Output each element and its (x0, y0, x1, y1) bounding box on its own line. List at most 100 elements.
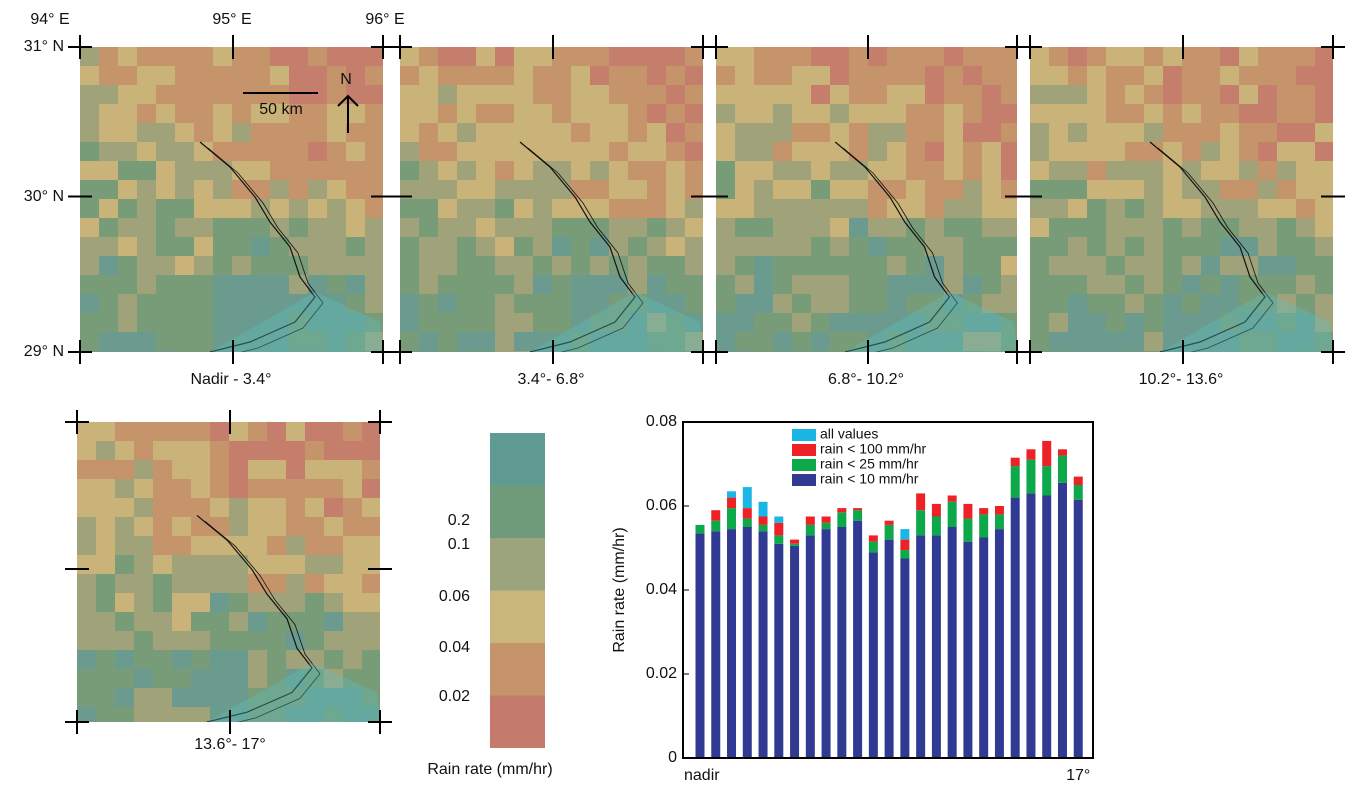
map-cell (156, 142, 175, 161)
map-cell (552, 351, 571, 352)
map-cell (925, 237, 944, 256)
map-cell (716, 275, 735, 294)
map-cell (175, 199, 194, 218)
map-cell (685, 237, 703, 256)
map-cell (1087, 332, 1106, 351)
map-cell (1239, 104, 1258, 123)
map-cell (754, 237, 773, 256)
map-cell (232, 66, 251, 85)
map-cell (628, 161, 647, 180)
y-axis-label: Rain rate (mm/hr) (611, 527, 628, 652)
map-cell (792, 123, 811, 142)
map-cell (400, 66, 419, 85)
map-cell (137, 313, 156, 332)
map-cell (213, 85, 232, 104)
map-cell (716, 313, 735, 332)
map-cell (365, 161, 383, 180)
map-cell (811, 123, 830, 142)
map-cell (267, 498, 286, 517)
map-cell (533, 237, 552, 256)
map-cell (571, 104, 590, 123)
map-cell (289, 294, 308, 313)
map-cell (191, 555, 210, 574)
map-cell (735, 66, 754, 85)
map-cell (115, 479, 134, 498)
map-cell (571, 66, 590, 85)
map-cell (609, 351, 628, 352)
map-cell (229, 536, 248, 555)
map-cell (400, 294, 419, 313)
river (834, 141, 951, 352)
map-cell (438, 332, 457, 351)
map-cell (137, 294, 156, 313)
map-cell (175, 218, 194, 237)
map-cell (213, 161, 232, 180)
map-cell (251, 332, 270, 351)
map-cell (438, 256, 457, 275)
map-cell (286, 422, 305, 441)
map-cell (552, 332, 571, 351)
map-cell (514, 47, 533, 66)
map-panel (400, 47, 703, 352)
map-cell (194, 47, 213, 66)
map-cell (754, 104, 773, 123)
map-cell (476, 199, 495, 218)
map-cell (925, 104, 944, 123)
bar-segment (695, 524, 705, 534)
map-cell (533, 66, 552, 85)
map-cell (343, 536, 362, 555)
map-cell (346, 199, 365, 218)
map-cell (811, 104, 830, 123)
bar-segment (900, 539, 910, 551)
map-cell (628, 332, 647, 351)
map-cell (172, 574, 191, 593)
map-cell (96, 555, 115, 574)
map-cell (118, 161, 137, 180)
map-cell (115, 650, 134, 669)
map-cell (153, 460, 172, 479)
map-cell (716, 104, 735, 123)
map-cell (628, 47, 647, 66)
map-cell (1125, 237, 1144, 256)
map-cell (324, 650, 343, 669)
map-cell (175, 294, 194, 313)
map-cell (1030, 123, 1049, 142)
river (207, 147, 324, 352)
map-cell (362, 479, 380, 498)
map-cell (1106, 237, 1125, 256)
map-cell (457, 256, 476, 275)
map-cell (1220, 199, 1239, 218)
map-cell (628, 218, 647, 237)
map-cell (153, 422, 172, 441)
map-cell (1315, 47, 1333, 66)
map-cell (1030, 237, 1049, 256)
map-cell (96, 498, 115, 517)
map-cell (1296, 332, 1315, 351)
map-cell (666, 199, 685, 218)
map-cell (887, 237, 906, 256)
map-cell (963, 275, 982, 294)
map-cell (552, 237, 571, 256)
map-cell (609, 180, 628, 199)
map-cell (457, 161, 476, 180)
map-cell (1296, 180, 1315, 199)
bar-segment (1073, 499, 1083, 758)
map-cell (476, 218, 495, 237)
map-cell (213, 313, 232, 332)
map-cell (1201, 85, 1220, 104)
map-cell (1182, 351, 1201, 352)
map-cell (1163, 142, 1182, 161)
map-cell (365, 142, 383, 161)
map-cell (773, 199, 792, 218)
map-cell (628, 104, 647, 123)
map-cell (153, 441, 172, 460)
river (527, 147, 644, 352)
map-cell (811, 85, 830, 104)
map-cell (289, 104, 308, 123)
map-cell (1068, 123, 1087, 142)
map-cell (270, 180, 289, 199)
map-cell (1125, 332, 1144, 351)
map-cell (232, 218, 251, 237)
map-cell (944, 142, 963, 161)
map-cell (1182, 332, 1201, 351)
